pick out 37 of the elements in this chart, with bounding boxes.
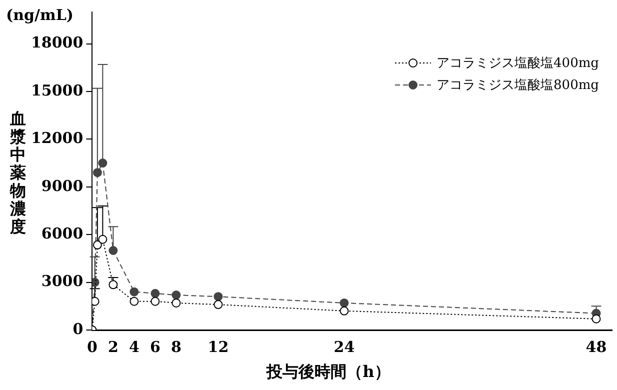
point [172,290,181,300]
x-tick-label: 4 [128,338,140,356]
point [340,306,349,316]
point [98,234,108,244]
x-tick-label: 0 [86,338,98,356]
x-tick-label: 24 [334,338,355,356]
x-tick-label: 6 [150,338,160,356]
point [150,296,160,306]
y-tick-label: 15000 [31,81,84,100]
point [108,280,118,290]
point [92,168,102,178]
point [592,314,601,324]
point [340,298,349,308]
text: (ng/mL) [6,6,74,24]
x-tick-label: 2 [108,338,118,356]
point [130,296,139,306]
x-tick-label: 8 [170,338,182,356]
x-axis-title: 投与後時間（h） [265,362,392,383]
x-tick-label: 48 [586,338,607,356]
y-tick-label: 9000 [41,176,84,195]
point [92,240,102,250]
point [108,246,118,255]
y-tick-label: 6000 [41,224,84,242]
y-tick-label: 18000 [31,34,84,52]
point [150,288,160,298]
legend-label: アコラミジス塩酸塩800mg [436,77,599,94]
point [130,287,139,296]
y-tick-label: 0 [72,320,84,338]
y-axis-title: 血漿中薬物濃度 [10,109,27,236]
point [172,298,181,308]
y-tick-label: 3000 [41,272,84,290]
y-tick-label: 12000 [31,129,84,148]
x-tick-label: 12 [208,338,229,356]
point [214,292,223,302]
legend-label: アコラミジス塩酸塩400mg [436,55,599,72]
point [98,158,108,168]
point [214,300,223,310]
